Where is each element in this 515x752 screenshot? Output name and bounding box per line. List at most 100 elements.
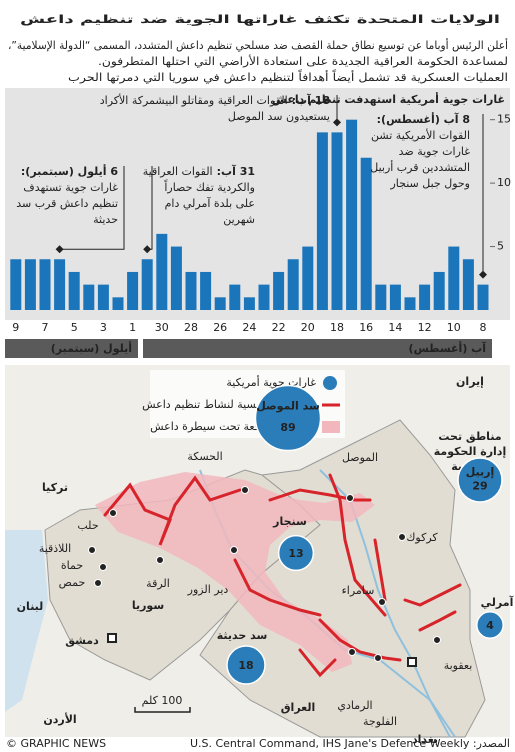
city-label: حماة [61,559,83,572]
region-label: إدارة الحكومة [434,445,506,458]
city-marker [230,546,238,554]
country-label: الأردن [43,712,76,726]
bar [170,246,182,310]
bar [360,157,372,310]
city-label: سامراء [342,584,375,597]
city-label: الرقة [146,577,170,590]
bar [97,284,109,310]
intro-line: العمليات العسكرية قد تشمل أيضاً أهدافاً … [68,69,508,84]
city-label: حمص [59,576,86,589]
intro-line: لمساعدة الحكومة العراقية الجديدة على است… [98,54,508,68]
bubble-name: إربيل [466,465,495,478]
city-marker [88,546,96,554]
scale-bar [134,707,191,713]
city-marker [241,486,249,494]
activity-line [268,488,372,502]
annotation-date: 31 آب: [217,164,255,178]
bar [185,271,197,310]
city-marker [109,509,117,517]
strike-bubble [254,384,322,452]
activity-line [298,648,337,678]
x-tick-label: 24 [242,321,256,334]
annotation-connector [59,166,125,250]
bar [39,259,51,310]
annotation-text: 8 آب (أغسطس): [377,112,470,126]
tigris-river [319,469,451,738]
strike-bubble [226,645,266,685]
city-label: دير الزور [187,583,229,596]
legend-label: غارات جوية أمريكية [226,375,316,389]
city-marker [94,579,102,587]
bar [462,259,474,310]
annotation-line: القوات العراقية ومقاتلو البيشمركة الأكرا… [100,93,288,107]
y-tick-label: 15 [497,113,511,126]
month-label: آب (أغسطس) [409,341,487,355]
y-tick-label: 5 [497,240,504,253]
annotation-marker [143,245,152,254]
x-tick-label: 10 [447,321,461,334]
bar [229,284,241,310]
bubble-name: سد حديثة [217,629,268,642]
annotation-line: غارات جوية ضد [399,145,471,158]
city-label: الحسكة [187,450,222,463]
capital-marker [107,633,117,643]
city-marker [433,636,441,644]
strike-bubble [457,457,503,503]
annotation-line: القوات العراقية [143,165,213,178]
bubble-name: سنجار [272,515,307,528]
bubble-value: 13 [288,547,303,560]
city-label: بعقوبة [444,659,473,672]
source: المصدر: U.S. Central Command, IHS Jane's… [190,737,510,750]
annotation-line: القوات الأمريكية تشن [371,128,470,142]
city-label: دمشق [65,634,99,647]
sea [5,530,48,712]
bar [477,284,489,310]
x-tick-label: 18 [330,321,344,334]
x-tick-label: 16 [359,321,373,334]
legend-control-symbol [322,421,340,433]
annotation-line: يستعيدون سد الموصل [228,110,330,123]
month-band [5,339,138,358]
bar [112,297,124,310]
chart-panel [5,88,510,320]
annotation-line: تنظيم داعش قرب سد [16,197,118,210]
bar [141,259,153,310]
bar [346,119,358,310]
x-tick-label: 12 [418,321,432,334]
bar [200,271,212,310]
country-label: تركيا [42,481,68,494]
city-marker [378,598,386,606]
bar [258,284,270,310]
y-tick-label: 10 [497,176,511,189]
annotation-line: شهرين [223,213,255,226]
bar [273,271,285,310]
country-label: سوريا [132,599,164,612]
city-label: الفلوجة [363,715,397,728]
isis-activity-lines [103,473,462,678]
bubble-value: 18 [238,659,253,672]
bar [316,132,328,310]
city-label: حلب [77,519,98,532]
bar [156,233,168,310]
x-tick-label: 3 [100,321,107,334]
bar [302,246,314,310]
bar [24,259,36,310]
strike-bubble [476,611,504,639]
x-tick-label: 22 [272,321,286,334]
country-label: لبنان [17,600,44,613]
bubble-name: سد الموصل [256,400,320,413]
city-marker [346,494,354,502]
bubble-value: 89 [280,421,295,434]
activity-line [233,558,322,617]
country-label: إيران [456,375,484,388]
annotation-date: 8 آب (أغسطس): [377,112,470,126]
annotation-line: غارات جوية تستهدف [23,181,118,194]
bar [419,284,431,310]
activity-line [103,475,242,546]
bar [214,297,226,310]
activity-line [318,618,402,662]
annotation-line: المتشددين قرب أربيل [370,160,470,174]
bar [331,132,343,310]
city-marker [156,556,164,564]
